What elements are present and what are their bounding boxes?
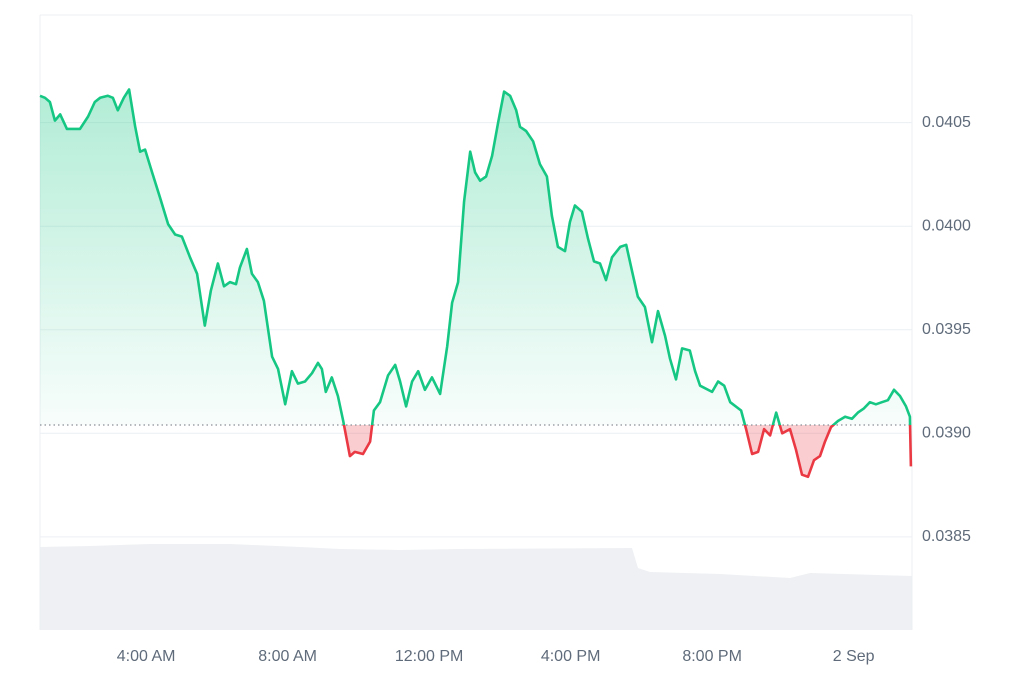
x-tick-label: 8:00 AM bbox=[258, 648, 317, 665]
area bbox=[40, 89, 911, 477]
x-tick-label: 4:00 AM bbox=[117, 648, 176, 665]
volume-area bbox=[40, 544, 912, 630]
y-tick-label: 0.0395 bbox=[922, 321, 971, 338]
x-tick-label: 2 Sep bbox=[833, 648, 875, 665]
x-tick-label: 4:00 PM bbox=[541, 648, 601, 665]
y-tick-label: 0.0400 bbox=[922, 217, 971, 234]
y-tick-label: 0.0390 bbox=[922, 425, 971, 442]
x-tick-label: 12:00 PM bbox=[395, 648, 463, 665]
y-tick-label: 0.0405 bbox=[922, 114, 971, 131]
price-line bbox=[39, 88, 913, 479]
x-tick-label: 8:00 PM bbox=[682, 648, 742, 665]
y-tick-label: 0.0385 bbox=[922, 528, 971, 545]
